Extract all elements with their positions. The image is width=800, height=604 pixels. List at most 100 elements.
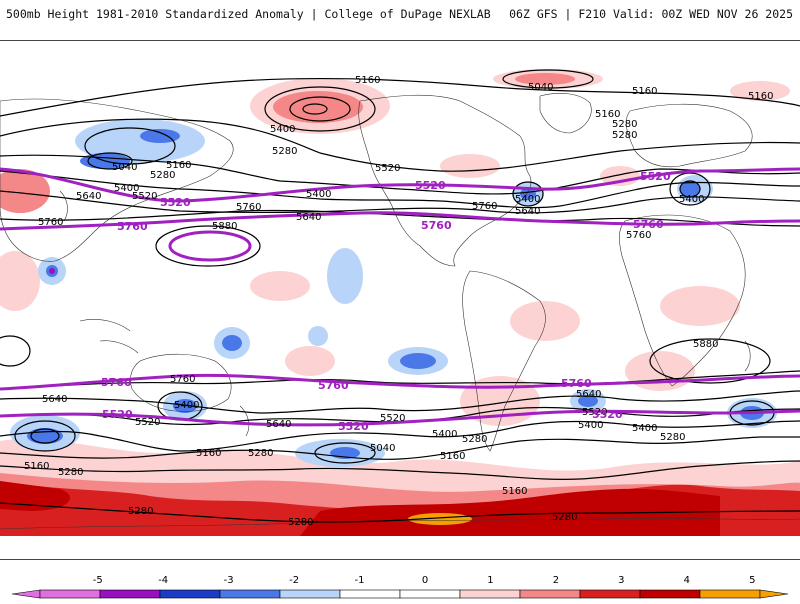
purple-5880-ring: [168, 230, 252, 262]
australia-outline: [130, 353, 232, 412]
label-5760: 5760: [38, 217, 63, 228]
label-5400: 5400: [270, 124, 295, 135]
contour-5400-north: [0, 154, 800, 195]
label-5640: 5640: [42, 394, 67, 405]
header: 500mb Height 1981-2010 Standardized Anom…: [0, 0, 800, 34]
contour-5280-south: [0, 436, 800, 460]
label-5400: 5400: [114, 183, 139, 194]
purple-label-5520: 5520: [640, 170, 671, 183]
label-5640: 5640: [296, 212, 321, 223]
colorbar-tick-label: 0: [422, 575, 428, 586]
label-5520: 5520: [380, 413, 405, 424]
colorbar-swatches: [11, 589, 789, 599]
purple-5520-south: [0, 409, 800, 427]
contour-5160-north: [0, 77, 800, 117]
label-5280: 5280: [58, 467, 83, 478]
label-5160: 5160: [355, 75, 380, 86]
label-5280: 5280: [660, 432, 685, 443]
colorbar-tick-label: 3: [618, 575, 624, 586]
label-5040: 5040: [528, 82, 553, 93]
label-5160: 5160: [632, 86, 657, 97]
north-pacific-ridge-core: [273, 91, 363, 123]
label-5760: 5760: [626, 230, 651, 241]
label-5160: 5160: [166, 160, 191, 171]
label-5160: 5160: [196, 448, 221, 459]
purple-label-5520: 5520: [102, 408, 133, 421]
southern-positive-belt-4: [300, 488, 720, 536]
contour-5640-north: [0, 190, 800, 214]
purple-label-5760: 5760: [561, 377, 592, 390]
colorbar-tick-label: -5: [93, 575, 103, 586]
colorbar-swatch: [639, 589, 701, 599]
colorbar-swatch: [579, 589, 641, 599]
label-5280: 5280: [150, 170, 175, 181]
anomaly-map: 5160 5040 5160 5160 5280 5280 5400 5040 …: [0, 40, 800, 560]
run-info: 06Z GFS | F210 Valid: 00Z WED NOV 26 202…: [509, 7, 793, 21]
label-5640: 5640: [76, 191, 101, 202]
label-5760: 5760: [170, 374, 195, 385]
label-5160: 5160: [748, 91, 773, 102]
map-title: 500mb Height 1981-2010 Standardized Anom…: [6, 7, 491, 21]
label-5160: 5160: [502, 486, 527, 497]
contour-5760-south: [0, 370, 800, 390]
label-5400: 5400: [632, 423, 657, 434]
purple-label-5760: 5760: [633, 218, 664, 231]
label-5400: 5400: [679, 194, 704, 205]
label-5160: 5160: [595, 109, 620, 120]
purple-label-5760: 5760: [318, 379, 349, 392]
label-5040: 5040: [370, 443, 395, 454]
label-5160: 5160: [440, 451, 465, 462]
label-5760: 5760: [472, 201, 497, 212]
label-5760: 5760: [236, 202, 261, 213]
south-america-outline: [462, 270, 546, 452]
colorbar-swatch: [39, 589, 101, 599]
label-5640: 5640: [266, 419, 291, 430]
colorbar-tick-label: -2: [289, 575, 299, 586]
purple-label-5520: 5520: [338, 420, 369, 433]
purple-5520-north: [0, 167, 800, 203]
label-5280: 5280: [612, 130, 637, 141]
label-5880: 5880: [693, 339, 718, 350]
label-5280: 5280: [288, 517, 313, 528]
label-5400: 5400: [306, 189, 331, 200]
label-5880: 5880: [212, 221, 237, 232]
southern-max-anomaly: [408, 513, 472, 525]
colorbar-tick-label: 2: [553, 575, 559, 586]
colorbar-swatch: [699, 589, 761, 599]
colorbar-tick-label: 5: [749, 575, 755, 586]
colorbar-swatch: [279, 589, 341, 599]
purple-5760-south: [0, 373, 800, 391]
label-5640: 5640: [515, 206, 540, 217]
label-5400: 5400: [578, 420, 603, 431]
colorbar-swatch: [459, 589, 521, 599]
anomaly-shading: [0, 69, 800, 536]
contour-labels: 5160 5040 5160 5160 5280 5280 5400 5040 …: [24, 75, 773, 528]
colorbar-swatch: [399, 589, 461, 599]
map-canvas: 5160 5040 5160 5160 5280 5280 5400 5040 …: [0, 69, 800, 536]
colorbar-right-arrow: [759, 589, 789, 599]
label-5280: 5280: [272, 146, 297, 157]
africa-outline: [619, 214, 746, 387]
purple-label-5760: 5760: [101, 376, 132, 389]
colorbar-tick-label: 4: [684, 575, 690, 586]
purple-label-5760: 5760: [421, 219, 452, 232]
label-5520: 5520: [375, 163, 400, 174]
purple-5760-north: [0, 211, 800, 231]
colorbar-tick-label: -1: [355, 575, 365, 586]
label-5400: 5400: [174, 400, 199, 411]
contour-5160-south: [0, 460, 800, 480]
label-5040: 5040: [112, 162, 137, 173]
label-5520: 5520: [135, 417, 160, 428]
colorbar-swatch: [219, 589, 281, 599]
colorbar-canvas: -5 -4 -3 -2 -1 0 1 2 3 4 5: [11, 575, 789, 599]
label-5520: 5520: [582, 407, 607, 418]
label-5520: 5520: [132, 191, 157, 202]
purple-label-5520: 5520: [592, 408, 623, 421]
colorbar-tick-label: 1: [487, 575, 493, 586]
colorbar-tick-label: -3: [224, 575, 234, 586]
contour-5280-north: [0, 118, 800, 172]
label-5280: 5280: [462, 434, 487, 445]
contour-5280-far-south: [0, 502, 800, 523]
label-5400: 5400: [432, 429, 457, 440]
purple-label-5520: 5520: [415, 179, 446, 192]
